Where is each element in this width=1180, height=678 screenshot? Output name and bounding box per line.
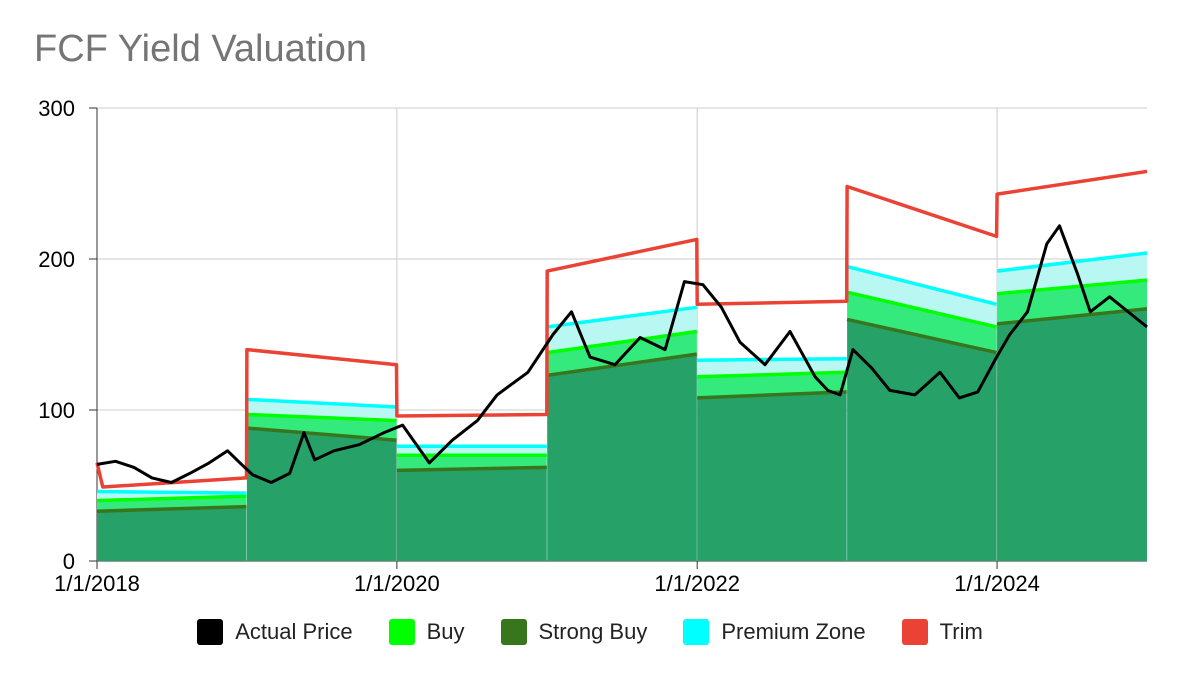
legend-label: Premium Zone	[721, 619, 866, 644]
strong-buy-area	[847, 319, 997, 561]
strong-buy-area	[697, 391, 847, 561]
legend-swatch	[683, 619, 710, 645]
premium-zone-area	[847, 266, 997, 327]
actual-price-line	[96, 224, 1148, 484]
legend-swatch	[901, 619, 928, 645]
legend-label: Strong Buy	[538, 619, 648, 644]
buy-line	[546, 329, 698, 355]
y-tick-label: 200	[38, 247, 75, 272]
legend-item-actual-price: Actual Price	[197, 619, 353, 645]
legend-label: Trim	[939, 619, 983, 644]
strong-buy-line	[546, 352, 698, 378]
buy-area	[246, 414, 397, 441]
buy-line	[246, 412, 397, 423]
x-tick-label: 1/1/2024	[954, 571, 1040, 596]
premium-zone-area	[396, 446, 547, 456]
y-tick-label: 100	[38, 398, 75, 423]
legend-item-premium-zone: Premium Zone	[683, 619, 866, 645]
premium-zone-line	[96, 489, 247, 495]
premium-zone-line	[546, 305, 698, 329]
strong-buy-line	[697, 390, 847, 400]
trim-line	[95, 169, 1148, 489]
premium-zone-line	[846, 264, 998, 306]
legend-swatch	[197, 619, 224, 645]
buy-area	[547, 331, 697, 376]
strong-buy-area	[246, 428, 397, 561]
chart-legend: Actual Price Buy Strong Buy Premium Zone Tri…	[0, 612, 1180, 652]
strong-buy-area	[997, 308, 1147, 561]
legend-item-strong-buy: Strong Buy	[500, 619, 648, 645]
buy-line	[996, 278, 1148, 296]
strong-buy-line	[96, 504, 247, 513]
chart-plot: 0 100 200 300 1/1/2018 1/1/2020 1/1/2022 1/1/20…	[38, 96, 1148, 596]
strong-buy-line	[396, 465, 547, 473]
buy-area	[847, 292, 997, 353]
legend-swatch	[500, 619, 527, 645]
strong-buy-line	[996, 307, 1148, 326]
strong-buy-area	[97, 506, 247, 561]
x-tick-label: 1/1/2018	[54, 571, 140, 596]
buy-line	[846, 290, 997, 329]
strong-buy-area	[396, 467, 547, 561]
x-tick-label: 1/1/2022	[654, 571, 740, 596]
buy-area	[697, 372, 847, 398]
legend-label: Actual Price	[235, 619, 353, 644]
legend-item-trim: Trim	[901, 619, 983, 645]
buy-line	[697, 370, 847, 379]
premium-zone-line	[246, 397, 397, 409]
y-tick-label: 0	[63, 549, 75, 574]
y-tick-label: 300	[38, 96, 75, 121]
strong-buy-area	[547, 354, 697, 561]
chart-title: FCF Yield Valuation	[34, 28, 368, 70]
legend-item-buy: Buy	[388, 619, 465, 645]
strong-buy-line	[846, 317, 997, 355]
premium-zone-line	[697, 356, 847, 362]
x-tick-label: 1/1/2020	[354, 571, 440, 596]
buy-line	[96, 494, 247, 503]
legend-swatch	[388, 619, 415, 645]
legend-label: Buy	[426, 619, 465, 644]
